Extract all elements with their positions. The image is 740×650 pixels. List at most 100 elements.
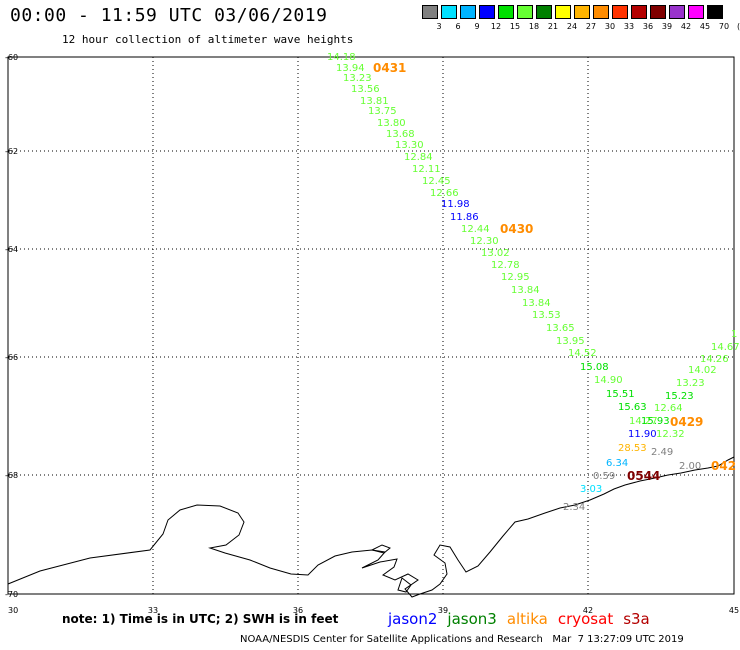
swh-observation: 11.90 [628,429,657,440]
legend-s3a: s3a [623,610,650,628]
swh-observation: 14.90 [594,375,623,386]
legend-altika: altika [506,610,548,628]
pass-time-label: 0431 [373,61,406,75]
colorbar-swatch [631,5,647,19]
colorbar-label: 42 [680,22,692,31]
swh-observation: 12.30 [470,236,499,247]
colorbar-swatch [688,5,704,19]
swh-observation: 14.26 [700,354,729,365]
swh-observation: 2.00 [679,461,701,472]
pass-time-label: 0430 [500,222,533,236]
swh-observation: 12.64 [654,403,683,414]
swh-observation: 12.84 [404,152,433,163]
colorbar-swatch [612,5,628,19]
colorbar-swatch [707,5,723,19]
swh-observation: 15.93 [641,416,670,427]
swh-observation: 13.84 [522,298,551,309]
swh-observation: 13.56 [351,84,380,95]
coastline-island [370,544,391,554]
colorbar-swatch [650,5,666,19]
lon-tick-label: 42 [583,606,593,615]
swh-observation: 14.02 [688,365,717,376]
swh-observation: 11.98 [441,199,470,210]
pass-time-label: 042 [711,459,736,473]
legend-jason2: jason2 [388,610,438,628]
swh-observation: 13.81 [360,96,389,107]
swh-observation: 15.51 [606,389,635,400]
colorbar-label: 36 [642,22,654,31]
swh-observation: 2.49 [651,447,673,458]
swh-observation: 14.67 [711,342,740,353]
swh-observation: 28.53 [618,443,647,454]
lon-tick-label: 45 [729,606,739,615]
legend-jason3: jason3 [447,610,497,628]
legend-cryosat: cryosat [557,610,614,628]
lat-tick-label: -60 [5,53,18,62]
swh-observation: 12.78 [491,260,520,271]
swh-observation: 15.08 [580,362,609,373]
map-subtitle: 12 hour collection of altimeter wave hei… [62,33,354,46]
swh-observation: 15.23 [665,391,694,402]
swh-observation: 13.84 [511,285,540,296]
swh-observation: 13.23 [676,378,705,389]
lat-tick-label: -64 [5,245,18,254]
colorbar-swatch [441,5,457,19]
colorbar-swatch [498,5,514,19]
swh-observation: 15.63 [618,402,647,413]
swh-observation: 12.66 [430,188,459,199]
credit-line: NOAA/NESDIS Center for Satellite Applica… [240,634,684,645]
colorbar-label: 70 [718,22,730,31]
swh-observation: 14.18 [327,52,356,63]
colorbar-label: 12 [490,22,502,31]
colorbar-swatch [536,5,552,19]
plot-frame [7,56,735,595]
map-title: 00:00 - 11:59 UTC 03/06/2019 [10,5,328,26]
pass-time-label: 0429 [670,415,703,429]
observation-labels: 14.1813.9413.2313.5613.8113.7513.8013.68… [327,52,740,513]
colorbar-label: 30 [604,22,616,31]
colorbar-swatch [555,5,571,19]
swh-observation: 1 [731,329,737,340]
lon-tick-label: 36 [293,606,303,615]
swh-observation: 12.32 [656,429,685,440]
colorbar-label: 18 [528,22,540,31]
swh-observation: 11.86 [450,212,479,223]
colorbar-label: 21 [547,22,559,31]
lat-tick-label: -70 [5,590,18,599]
colorbar-swatch [517,5,533,19]
lat-lon-grid [8,57,734,594]
colorbar-swatch [422,5,438,19]
swh-observation: 13.53 [532,310,561,321]
colorbar-swatch [574,5,590,19]
colorbar-label: 24 [566,22,578,31]
colorbar-label: 15 [509,22,521,31]
colorbar-swatch [460,5,476,19]
colorbar-label: 39 [661,22,673,31]
swh-observation: 3.03 [580,484,602,495]
pass-time-labels: 0431 0430 0429 042 0544 [373,61,736,483]
swh-observation: 13.65 [546,323,575,334]
lon-tick-label: 39 [438,606,448,615]
swh-observation: 14.52 [568,348,597,359]
lat-tick-label: -62 [5,147,18,156]
lat-tick-label: -66 [5,353,18,362]
swh-observation: 12.44 [461,224,490,235]
coastline [7,456,735,598]
colorbar-label: 45 [699,22,711,31]
colorbar-label: 33 [623,22,635,31]
axis-ticks: 30 33 36 39 42 45 -60 -62 -64 -66 -68 -70 [5,53,739,615]
swh-observation: 12.11 [412,164,441,175]
colorbar-swatch [593,5,609,19]
lon-tick-label: 30 [8,606,18,615]
colorbar-label: 9 [474,22,480,31]
swh-observation: 13.68 [386,129,415,140]
swh-observation: 14.27 [629,416,658,427]
colorbar-label: (ft) [736,22,740,31]
colorbar-swatch [479,5,495,19]
swh-observation: 6.34 [606,458,628,469]
swh-observation: 2.34 [563,502,585,513]
colorbar-label: 6 [455,22,461,31]
colorbar-swatch [669,5,685,19]
